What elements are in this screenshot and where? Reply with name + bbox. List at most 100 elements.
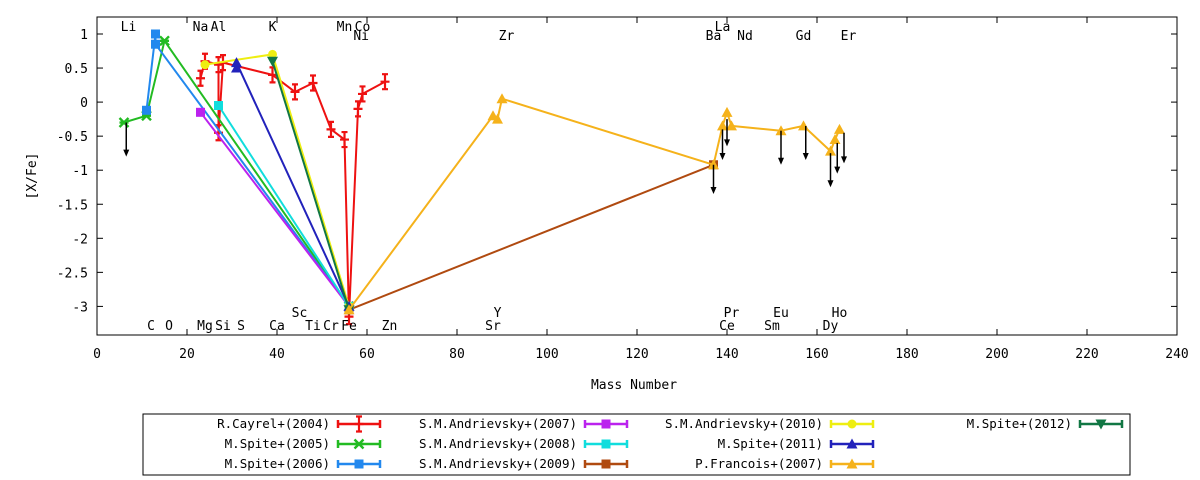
data-point bbox=[354, 415, 364, 433]
series bbox=[214, 101, 354, 311]
x-axis-title: Mass Number bbox=[591, 378, 677, 393]
legend-entry: S.M.Andrievsky+(2008) bbox=[419, 436, 629, 451]
arrow-head bbox=[841, 156, 847, 164]
data-point bbox=[196, 69, 205, 87]
x-tick-label: 80 bbox=[449, 347, 465, 362]
x-tick-label: 60 bbox=[359, 347, 375, 362]
data-point bbox=[151, 29, 160, 39]
legend-entry: M.Spite+(2012) bbox=[967, 416, 1124, 431]
series bbox=[200, 49, 354, 311]
element-label: O bbox=[165, 319, 173, 334]
element-label: Eu bbox=[773, 306, 789, 321]
element-label: Cr bbox=[323, 319, 339, 334]
series-line bbox=[204, 53, 350, 307]
series bbox=[343, 93, 845, 315]
y-tick-label: -1 bbox=[72, 164, 88, 179]
series bbox=[344, 160, 718, 315]
data-point bbox=[846, 438, 858, 449]
legend-label: M.Spite+(2011) bbox=[718, 436, 823, 451]
y-tick-label: -1.5 bbox=[57, 198, 88, 213]
element-label: Fe bbox=[341, 319, 357, 334]
data-point bbox=[601, 419, 611, 429]
arrow-head bbox=[710, 187, 717, 195]
element-label: Dy bbox=[823, 319, 839, 334]
data-point bbox=[829, 134, 841, 145]
data-point bbox=[353, 100, 363, 118]
upper-limit-arrow bbox=[724, 119, 730, 147]
series-line bbox=[145, 33, 350, 307]
x-tick-label: 140 bbox=[715, 347, 738, 362]
element-label: Er bbox=[841, 29, 857, 44]
series-layer bbox=[118, 29, 845, 326]
element-label: La bbox=[715, 20, 731, 35]
arrow-head bbox=[834, 166, 841, 174]
data-point bbox=[834, 123, 845, 134]
upper-limit-arrows bbox=[123, 119, 847, 195]
arrow-head bbox=[778, 157, 784, 165]
element-label: Al bbox=[211, 20, 227, 35]
data-point bbox=[717, 120, 728, 131]
data-point bbox=[343, 304, 355, 315]
arrow-head bbox=[724, 139, 730, 147]
legend-label: M.Spite+(2005) bbox=[225, 436, 330, 451]
data-point bbox=[726, 120, 737, 131]
data-point bbox=[231, 62, 242, 73]
upper-limit-arrow bbox=[710, 164, 717, 195]
arrow-head bbox=[827, 180, 834, 188]
x-tick-label: 220 bbox=[1075, 347, 1098, 362]
x-tick-label: 240 bbox=[1165, 347, 1188, 362]
legend-label: S.M.Andrievsky+(2010) bbox=[665, 416, 823, 431]
element-label: Sm bbox=[764, 319, 780, 334]
element-label: Ce bbox=[719, 319, 735, 334]
element-label: K bbox=[269, 20, 277, 35]
data-point bbox=[847, 419, 857, 429]
data-point bbox=[151, 39, 160, 49]
element-label: Ti bbox=[305, 319, 321, 334]
upper-limit-arrow bbox=[834, 142, 841, 174]
element-label: Ni bbox=[353, 29, 369, 44]
element-label: Zr bbox=[499, 29, 515, 44]
legend-label: S.M.Andrievsky+(2008) bbox=[419, 436, 577, 451]
element-label: Si bbox=[215, 319, 231, 334]
y-tick-label: -3 bbox=[72, 300, 88, 315]
element-labels: Li Na Al K Mn Co La Ni Zr Ba Nd Gd Er Sc Y Pr Eu Ho C O Mg Si… bbox=[121, 20, 857, 334]
data-point bbox=[268, 66, 277, 84]
element-label: Co bbox=[355, 20, 371, 35]
data-point bbox=[290, 83, 300, 101]
y-tick-label: -2 bbox=[72, 232, 88, 247]
element-label: Gd bbox=[796, 29, 812, 44]
data-point bbox=[798, 120, 809, 131]
upper-limit-arrow bbox=[719, 129, 726, 160]
element-label: Pr bbox=[724, 306, 740, 321]
x-tick-label: 200 bbox=[985, 347, 1008, 362]
data-point bbox=[353, 438, 365, 450]
axes: 0 20 40 60 80 100 120 140 160 180 200 220 240 1 0.5 0 -0… bbox=[57, 16, 1189, 362]
element-label: Sc bbox=[292, 306, 308, 321]
element-label: Li bbox=[121, 20, 137, 35]
data-point bbox=[142, 105, 151, 115]
series bbox=[118, 35, 355, 312]
data-point bbox=[340, 130, 349, 149]
y-tick-label: -0.5 bbox=[57, 130, 88, 145]
legend-entry: S.M.Andrievsky+(2009) bbox=[419, 456, 629, 471]
element-label: Nd bbox=[737, 29, 753, 44]
element-label: Ca bbox=[269, 319, 285, 334]
series bbox=[231, 57, 355, 311]
arrow-head bbox=[123, 149, 130, 157]
data-point bbox=[267, 56, 278, 67]
data-point bbox=[825, 145, 836, 156]
y-tick-label: 0.5 bbox=[65, 62, 88, 77]
y-tick-label: 0 bbox=[80, 96, 88, 111]
element-label: Ho bbox=[832, 306, 848, 321]
y-axis-title: [X/Fe] bbox=[25, 153, 40, 200]
series-line bbox=[199, 111, 350, 308]
legend-label: P.Francois+(2007) bbox=[695, 456, 823, 471]
legend-entry: M.Spite+(2005) bbox=[225, 436, 382, 451]
x-tick-label: 40 bbox=[269, 347, 285, 362]
x-tick-label: 100 bbox=[535, 347, 558, 362]
data-point bbox=[268, 49, 277, 59]
x-tick-label: 0 bbox=[93, 347, 101, 362]
element-label: Mg bbox=[197, 319, 213, 334]
series-line bbox=[123, 39, 350, 307]
